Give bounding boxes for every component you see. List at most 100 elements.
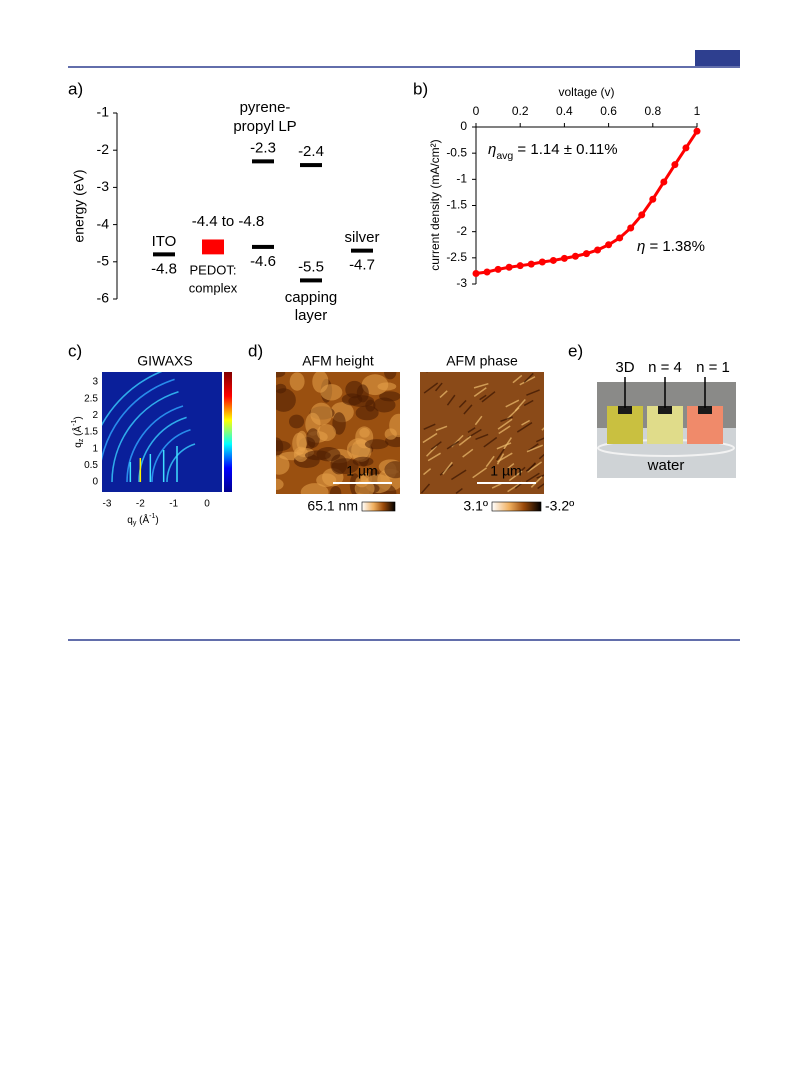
x-tick-label: -2 [136,499,145,510]
ridge [523,372,534,383]
ridge [446,394,456,406]
text-part: η [488,141,496,158]
x-axis-label: voltage (v) [558,85,614,99]
level-name: PEDOT: [190,262,237,277]
level-value: -4.8 [151,260,177,277]
grain [355,405,379,421]
level-range [202,239,224,255]
ridge [473,387,487,397]
y-tick-label: 2 [92,410,98,421]
level-name: pyrene- [240,99,291,116]
annotation: η = 1.38% [637,238,705,255]
ridge [426,445,438,457]
ridge [526,444,544,453]
annotation: ηavg = 1.14 ± 0.11% [488,141,618,162]
ridge [498,425,511,435]
data-point [693,127,701,135]
diffraction-ring [166,443,196,483]
sample-contact [618,406,632,414]
data-point [605,241,613,249]
data-point [538,258,546,266]
level-bar [252,244,274,249]
ridge [427,452,441,462]
x-tick-label: 0.8 [644,104,661,118]
level-name: propyl LP [233,118,296,135]
colorbar-label: 65.1 nm [307,498,358,514]
y-tick-label: 1 [92,443,98,454]
data-point [560,254,568,262]
text-part: ) [73,416,84,419]
ridge [462,448,474,458]
sample-label: n = 1 [696,359,730,376]
data-point [516,262,524,270]
y-tick-label: 0 [460,119,467,133]
colorbar [361,501,396,512]
y-tick-label: -4 [97,215,110,231]
grain [329,485,342,494]
ridge [439,390,448,399]
y-tick-label: -2 [97,141,110,157]
data-point [494,265,502,273]
grain [306,428,320,448]
ridge [536,474,544,479]
y-axis-label: energy (eV) [71,169,87,242]
y-tick-label: -0.5 [446,145,467,159]
x-tick-label: -3 [103,499,112,510]
y-tick-label: 3 [92,377,98,388]
ridge [536,437,544,443]
level-bar [153,252,175,257]
text-part: q [73,442,84,448]
ridge [420,483,431,494]
ridge [479,394,487,401]
ridge [458,435,472,446]
ridge [523,399,534,407]
text-part: η [637,238,645,255]
grain [317,424,336,442]
ridge [537,483,544,490]
ridge [521,419,531,426]
data-point [638,211,646,219]
data-point [682,144,690,152]
level-value: -2.4 [298,143,324,160]
data-point [660,178,668,186]
grain [332,412,346,435]
text-part: ) [155,515,158,526]
ridge [527,461,543,473]
y-tick-label: -1 [456,172,467,186]
grain [305,450,331,461]
grain [384,372,397,380]
y-axis-label: qz (Å-1) [71,416,86,447]
giwaxs-features [102,372,196,483]
data-point [571,252,579,260]
panel-label: a) [68,79,83,98]
ridge [496,442,512,450]
data-point [472,270,480,278]
text-part: = 1.14 ± 0.11% [513,141,617,158]
text-part: avg [496,150,513,162]
ridge [458,399,467,408]
ridge [526,389,540,396]
ridge [485,455,495,468]
photo-caption: water [647,457,685,474]
panel-label: d) [248,341,263,360]
level-name: capping [285,289,338,306]
y-tick-label: -2 [456,224,467,238]
afm-texture [276,372,400,494]
x-tick-label: 1 [694,104,701,118]
header-tab [695,50,740,66]
grain [361,374,389,396]
level-bar [351,248,373,253]
ridge [514,399,526,412]
grain [310,402,333,426]
x-tick-label: 0 [473,104,480,118]
level-name: complex [189,280,238,295]
grain [276,440,291,452]
level-value: -4.7 [349,257,375,274]
y-tick-label: -5 [97,253,110,269]
ridge [442,461,453,475]
data-point [483,268,491,276]
ridge [483,436,498,448]
ridge [508,470,523,482]
scale-bar-label: 1 µm [346,463,377,479]
